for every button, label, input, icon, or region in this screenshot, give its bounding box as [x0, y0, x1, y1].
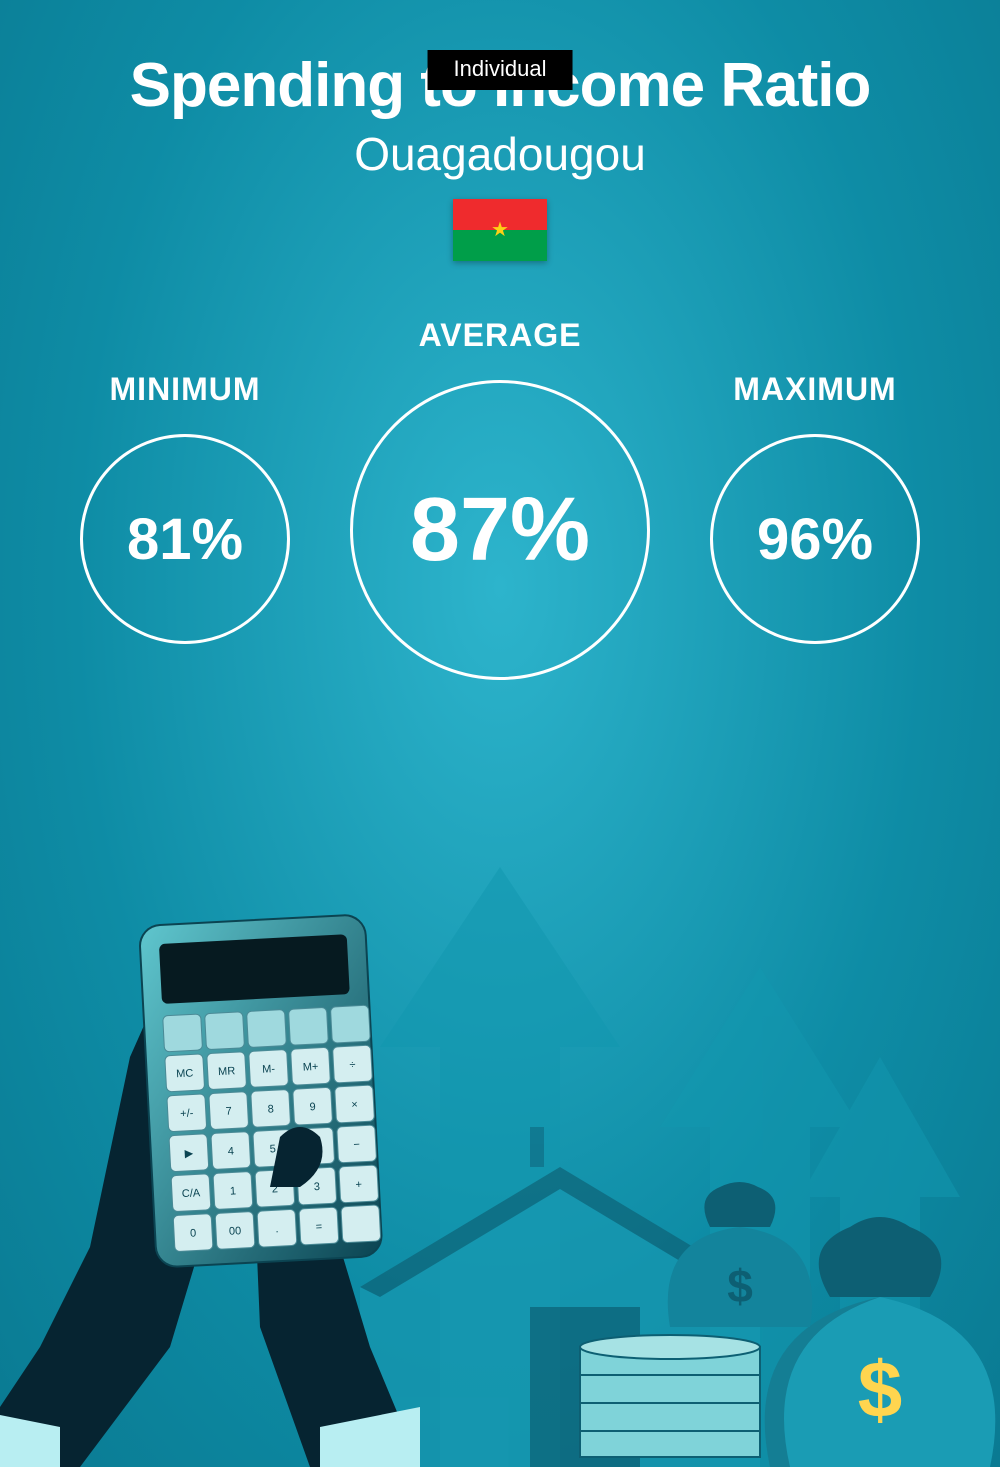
svg-text:+: + — [355, 1179, 362, 1191]
svg-text:+/-: +/- — [180, 1107, 194, 1120]
svg-text:=: = — [315, 1221, 322, 1233]
page-subtitle: Ouagadougou — [0, 127, 1000, 181]
svg-text:7: 7 — [225, 1105, 232, 1117]
svg-text:▶: ▶ — [184, 1148, 194, 1160]
stat-average: AVERAGE 87% — [350, 317, 650, 680]
stat-label: MINIMUM — [80, 371, 290, 408]
calculator-key — [205, 1012, 245, 1050]
stats-row: MINIMUM 81% AVERAGE 87% MAXIMUM 96% — [0, 321, 1000, 680]
calculator-key — [330, 1005, 370, 1043]
svg-text:÷: ÷ — [349, 1059, 356, 1071]
svg-text:$: $ — [727, 1260, 753, 1312]
country-flag: ★ — [453, 199, 547, 261]
svg-text:M-: M- — [262, 1063, 276, 1076]
svg-text:M+: M+ — [302, 1061, 318, 1074]
svg-text:MR: MR — [218, 1065, 236, 1078]
svg-text:MC: MC — [176, 1067, 194, 1080]
calculator-key — [163, 1014, 203, 1052]
calculator-key — [289, 1007, 329, 1045]
calculator-key — [247, 1010, 287, 1048]
svg-text:9: 9 — [309, 1101, 316, 1113]
flag-star-icon: ★ — [491, 220, 509, 240]
stat-circle: 81% — [80, 434, 290, 644]
stat-label: MAXIMUM — [710, 371, 920, 408]
svg-text:3: 3 — [313, 1181, 320, 1193]
category-badge: Individual — [428, 50, 573, 90]
stat-minimum: MINIMUM 81% — [80, 371, 290, 644]
svg-text:$: $ — [858, 1345, 903, 1434]
stat-value: 81% — [127, 506, 243, 573]
svg-text:−: − — [353, 1139, 360, 1151]
illustration: $ $ MCMRM-M+÷+/-789×▶456−C/A123 — [0, 827, 1000, 1467]
stat-label: AVERAGE — [350, 317, 650, 354]
svg-text:1: 1 — [230, 1185, 237, 1197]
svg-text:00: 00 — [229, 1225, 242, 1238]
calculator-key — [341, 1205, 381, 1243]
stat-value: 96% — [757, 506, 873, 573]
svg-text:C/A: C/A — [182, 1187, 202, 1200]
svg-text:5: 5 — [269, 1143, 276, 1155]
svg-text:4: 4 — [228, 1145, 235, 1157]
stat-maximum: MAXIMUM 96% — [710, 371, 920, 644]
stat-value: 87% — [410, 479, 590, 582]
svg-text:×: × — [351, 1099, 358, 1111]
svg-text:0: 0 — [190, 1227, 197, 1239]
svg-text:8: 8 — [267, 1103, 274, 1115]
svg-text:.: . — [275, 1223, 279, 1235]
stat-circle: 96% — [710, 434, 920, 644]
stat-circle: 87% — [350, 380, 650, 680]
